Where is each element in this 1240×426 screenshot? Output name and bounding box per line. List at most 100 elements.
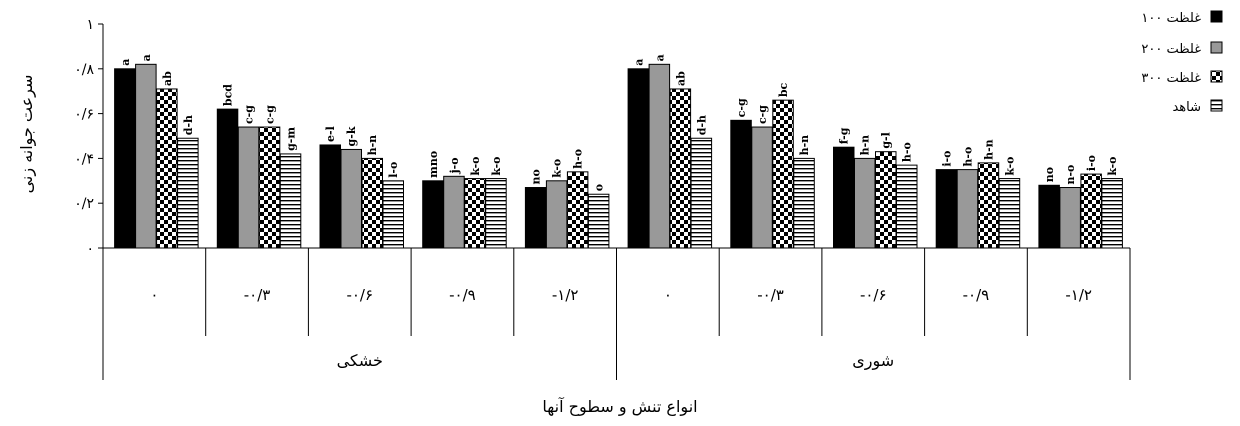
legend-label: غلظت ۳۰۰ — [1141, 71, 1201, 86]
bar-data-label: mno — [427, 151, 440, 178]
y-tick-label: ۰/۸ — [74, 62, 94, 78]
bar — [319, 144, 341, 249]
bar-data-label: ab — [161, 71, 174, 86]
x-axis-title: انواع تنش و سطوح آنها — [542, 397, 697, 417]
bar-data-label: c-g — [243, 105, 256, 124]
bar — [237, 126, 260, 249]
bar — [648, 63, 671, 249]
bar-data-label: a — [140, 54, 153, 61]
y-axis-title: سرعت جوانه زنی — [17, 75, 37, 194]
bar — [443, 175, 465, 249]
bar-data-label: h-n — [859, 135, 872, 156]
bar — [177, 137, 199, 249]
bar-data-label: no — [530, 169, 543, 184]
bar-data-label: k-o — [551, 159, 564, 178]
bar — [896, 164, 918, 249]
bar — [422, 180, 444, 249]
bar — [524, 187, 547, 249]
bar-data-label: no — [1043, 167, 1056, 182]
x-category-label: -۰/۹ — [449, 286, 476, 304]
bar — [875, 151, 897, 249]
bar — [566, 171, 589, 249]
bar — [545, 180, 568, 249]
bar-data-label: d-h — [182, 115, 195, 135]
x-category-label: -۰/۹ — [963, 286, 990, 304]
bar — [382, 180, 404, 249]
bar — [833, 146, 855, 249]
bar — [1101, 178, 1123, 249]
bar — [587, 193, 610, 249]
bar — [690, 137, 713, 249]
bar — [772, 99, 794, 249]
bar — [464, 178, 486, 249]
bar-data-label: l-o — [387, 162, 400, 178]
bar-data-label: c-g — [735, 98, 748, 117]
x-category-label: -۰/۶ — [346, 286, 373, 304]
legend-swatch — [1210, 70, 1223, 83]
bar — [340, 148, 362, 249]
y-tick-label: ۰ — [86, 241, 94, 257]
bar — [956, 169, 979, 249]
x-group-label: شوری — [852, 351, 894, 371]
bar — [135, 63, 157, 249]
bar-data-label: j-o — [448, 157, 461, 174]
bar-data-label: e-l — [324, 126, 337, 142]
bar — [1038, 184, 1060, 249]
legend-swatch — [1210, 41, 1223, 54]
bar — [216, 108, 239, 249]
bar-data-label: h-o — [572, 149, 585, 169]
bar-data-label: n-o — [1064, 165, 1077, 185]
x-category-label: -۰/۳ — [244, 286, 271, 304]
legend-swatch — [1210, 10, 1223, 23]
bar — [998, 178, 1021, 249]
bar-data-label: h-n — [798, 135, 811, 156]
bar — [1059, 187, 1081, 249]
x-category-label: -۱/۲ — [1065, 286, 1092, 304]
bar — [156, 88, 178, 249]
bar-data-label: a — [119, 59, 132, 66]
bar-data-label: g-l — [880, 132, 893, 148]
x-category-label: -۱/۲ — [552, 286, 579, 304]
bar-layer — [114, 63, 1123, 249]
bar-data-label: c-g — [756, 105, 769, 124]
y-tick-label: ۱ — [86, 17, 94, 33]
legend-label: غلظت ۲۰۰ — [1141, 42, 1201, 57]
bar-data-label: k-o — [1106, 156, 1119, 175]
bar — [1080, 173, 1102, 249]
x-category-label: -۰/۳ — [757, 286, 784, 304]
bar — [793, 157, 815, 249]
bar-data-label: k-o — [469, 156, 482, 175]
bar-data-label: f-g — [838, 127, 851, 144]
bar-data-label: h-o — [901, 142, 914, 162]
bar-data-label: k-o — [490, 156, 503, 175]
x-category-label: ۰ — [150, 286, 158, 304]
bar-data-label: h-n — [366, 135, 379, 156]
bar-label-layer: a a ab d-h bcd c-g c-g g-m e-l g-k h-n l-o mno j-o k-o… — [119, 54, 1119, 191]
bar — [977, 162, 1000, 249]
bar-data-label: h-o — [961, 147, 974, 167]
y-tick-label: ۰/۴ — [74, 151, 94, 167]
bar-data-label: k-o — [1003, 156, 1016, 175]
bar — [854, 157, 876, 249]
y-tick-label: ۰/۶ — [74, 107, 94, 123]
bar-data-label: c-g — [264, 105, 277, 124]
bar-data-label: o — [593, 184, 606, 191]
category-layer: ۰ -۰/۳ -۰/۶ -۰/۹ -۱/۲ ۰ -۰/۳ -۰/۶ -۰/۹ -۱/۲ خشکی شو… — [150, 286, 1092, 371]
plot-axes: ۰ ۰/۲ ۰/۴ ۰/۶ ۰/۸ ۱ — [74, 17, 1131, 380]
bar-data-label: i-o — [940, 151, 953, 167]
bar — [935, 169, 958, 249]
bar-data-label: g-m — [285, 127, 298, 151]
bar — [669, 88, 692, 249]
bar-data-label: a — [653, 54, 666, 61]
legend-label: غلظت ۱۰۰ — [1141, 11, 1201, 26]
x-group-label: خشکی — [337, 351, 383, 370]
bar — [627, 68, 650, 249]
bar — [730, 119, 752, 249]
bar — [258, 126, 281, 249]
bar-data-label: ab — [674, 71, 687, 86]
bar-data-label: h-n — [982, 139, 995, 160]
legend: غلظت ۱۰۰ غلظت ۲۰۰ غلظت ۳۰۰ شاهد — [1141, 10, 1223, 115]
x-category-label: -۰/۶ — [860, 286, 887, 304]
bar-data-label: i-o — [1085, 155, 1098, 171]
